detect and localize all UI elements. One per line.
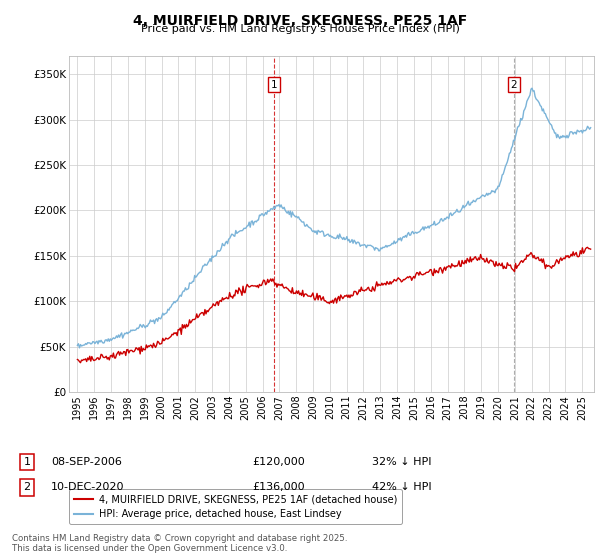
Legend: 4, MUIRFIELD DRIVE, SKEGNESS, PE25 1AF (detached house), HPI: Average price, det: 4, MUIRFIELD DRIVE, SKEGNESS, PE25 1AF (…	[69, 489, 403, 524]
Text: 1: 1	[271, 80, 277, 90]
Text: 4, MUIRFIELD DRIVE, SKEGNESS, PE25 1AF: 4, MUIRFIELD DRIVE, SKEGNESS, PE25 1AF	[133, 14, 467, 28]
Text: Price paid vs. HM Land Registry's House Price Index (HPI): Price paid vs. HM Land Registry's House …	[140, 24, 460, 34]
Text: £120,000: £120,000	[252, 457, 305, 467]
Text: 32% ↓ HPI: 32% ↓ HPI	[372, 457, 431, 467]
Text: 2: 2	[511, 80, 517, 90]
Text: Contains HM Land Registry data © Crown copyright and database right 2025.
This d: Contains HM Land Registry data © Crown c…	[12, 534, 347, 553]
Text: 2: 2	[23, 482, 31, 492]
Text: 42% ↓ HPI: 42% ↓ HPI	[372, 482, 431, 492]
Text: 1: 1	[23, 457, 31, 467]
Text: £136,000: £136,000	[252, 482, 305, 492]
Text: 10-DEC-2020: 10-DEC-2020	[51, 482, 125, 492]
Text: 08-SEP-2006: 08-SEP-2006	[51, 457, 122, 467]
